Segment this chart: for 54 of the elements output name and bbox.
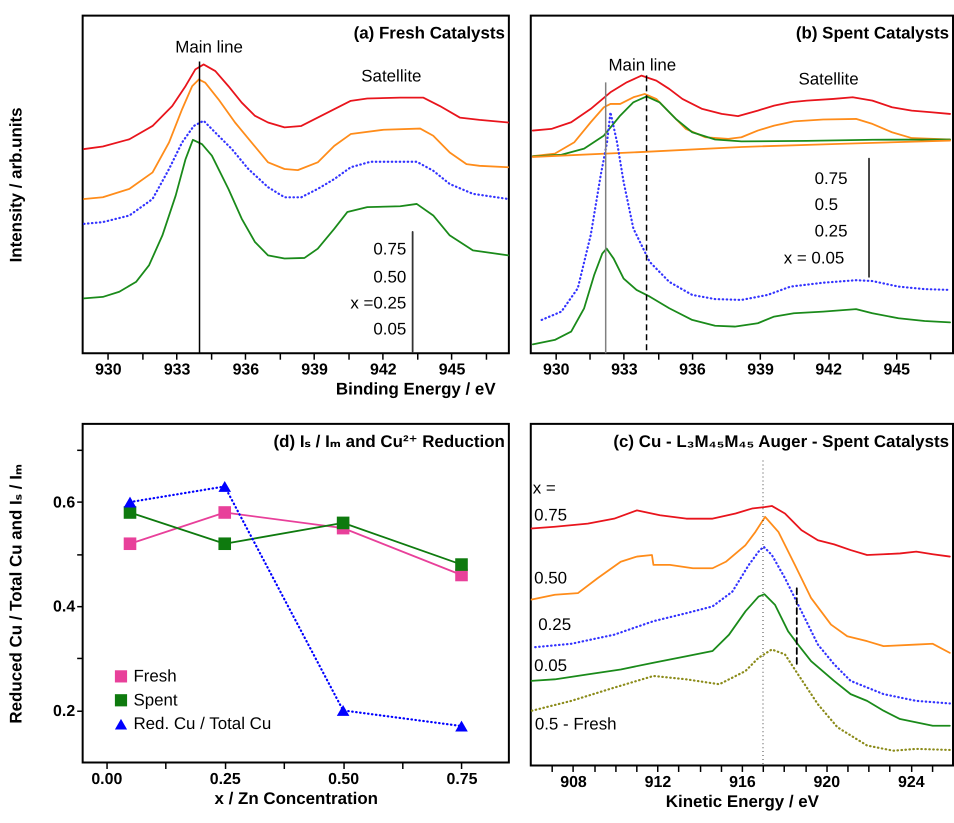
y-axis-title: Reduced Cu / Total Cu and Iₛ / Iₘ [6,464,26,724]
x-tick-label: 942 [370,362,397,379]
x-tick-label: 924 [898,774,925,791]
text: (d) Iₛ / Iₘ and Cu²⁺ Reduction [274,432,505,451]
annotation: 0.75 [373,240,406,259]
legend-label: Fresh [133,666,177,686]
legend-label: Spent [133,690,178,710]
annotation: 0.05 [373,319,406,338]
x-axis-title: x / Zn Concentration [214,788,378,808]
legend-label: Red. Cu / Total Cu [133,714,272,734]
series-label: 0.05 [534,656,568,675]
series-label: 0.5 - Fresh [534,714,617,734]
x-tick-label: 930 [95,362,122,379]
series-label: 0.25 [538,615,572,634]
chart-title: (a) Fresh Catalysts [354,24,505,43]
annotation: 0.5 [814,194,838,214]
x-tick-label: 945 [438,362,466,379]
x-tick-label: 912 [644,774,672,791]
x-tick-label: 936 [232,362,260,379]
x-tick-label: 0.00 [91,770,122,788]
x-axis-title: Kinetic Energy / eV [666,792,820,811]
annotation: 0.75 [814,168,848,188]
chart-title: (c) Cu - L₃M₄₅M₄₅ Auger - Spent Catalysts [613,432,950,451]
x-tick-label: 942 [815,362,842,379]
annotation: Satellite [361,66,422,86]
x-tick-label: 933 [611,362,638,379]
annotation: x = 0.05 [784,248,844,268]
text: x = [532,478,556,498]
x-tick-label: 920 [814,774,840,791]
x-tick-label: 939 [747,362,774,379]
annotation: x =0.25 [350,293,406,312]
x-tick-label: 945 [883,362,910,379]
x-tick-label: 930 [542,362,570,379]
annotation: 0.50 [373,268,406,287]
x-tick-label: 0.75 [446,770,478,788]
y-tick-label: 0.2 [53,702,76,720]
text: Main line [608,55,676,74]
y-tick-label: 0.6 [53,494,76,512]
x-tick-label: 916 [729,774,756,791]
x-tick-label: 0.50 [328,770,360,788]
series-label: 0.75 [534,506,568,525]
series-label: 0.50 [534,568,568,588]
chart-title: (b) Spent Catalysts [796,24,950,43]
x-tick-label: 939 [301,362,328,379]
x-tick-label: 908 [560,774,587,791]
y-axis-title: Intensity / arb.units [6,107,26,262]
x-tick-label: 936 [679,362,706,379]
x-axis-title: Binding Energy / eV [336,380,496,399]
annotation: Satellite [798,69,859,88]
annotation: 0.25 [814,222,848,241]
x-tick-label: 0.25 [210,770,241,788]
text: Main line [175,37,243,56]
x-tick-label: 933 [164,362,191,379]
y-tick-label: 0.4 [53,598,76,616]
